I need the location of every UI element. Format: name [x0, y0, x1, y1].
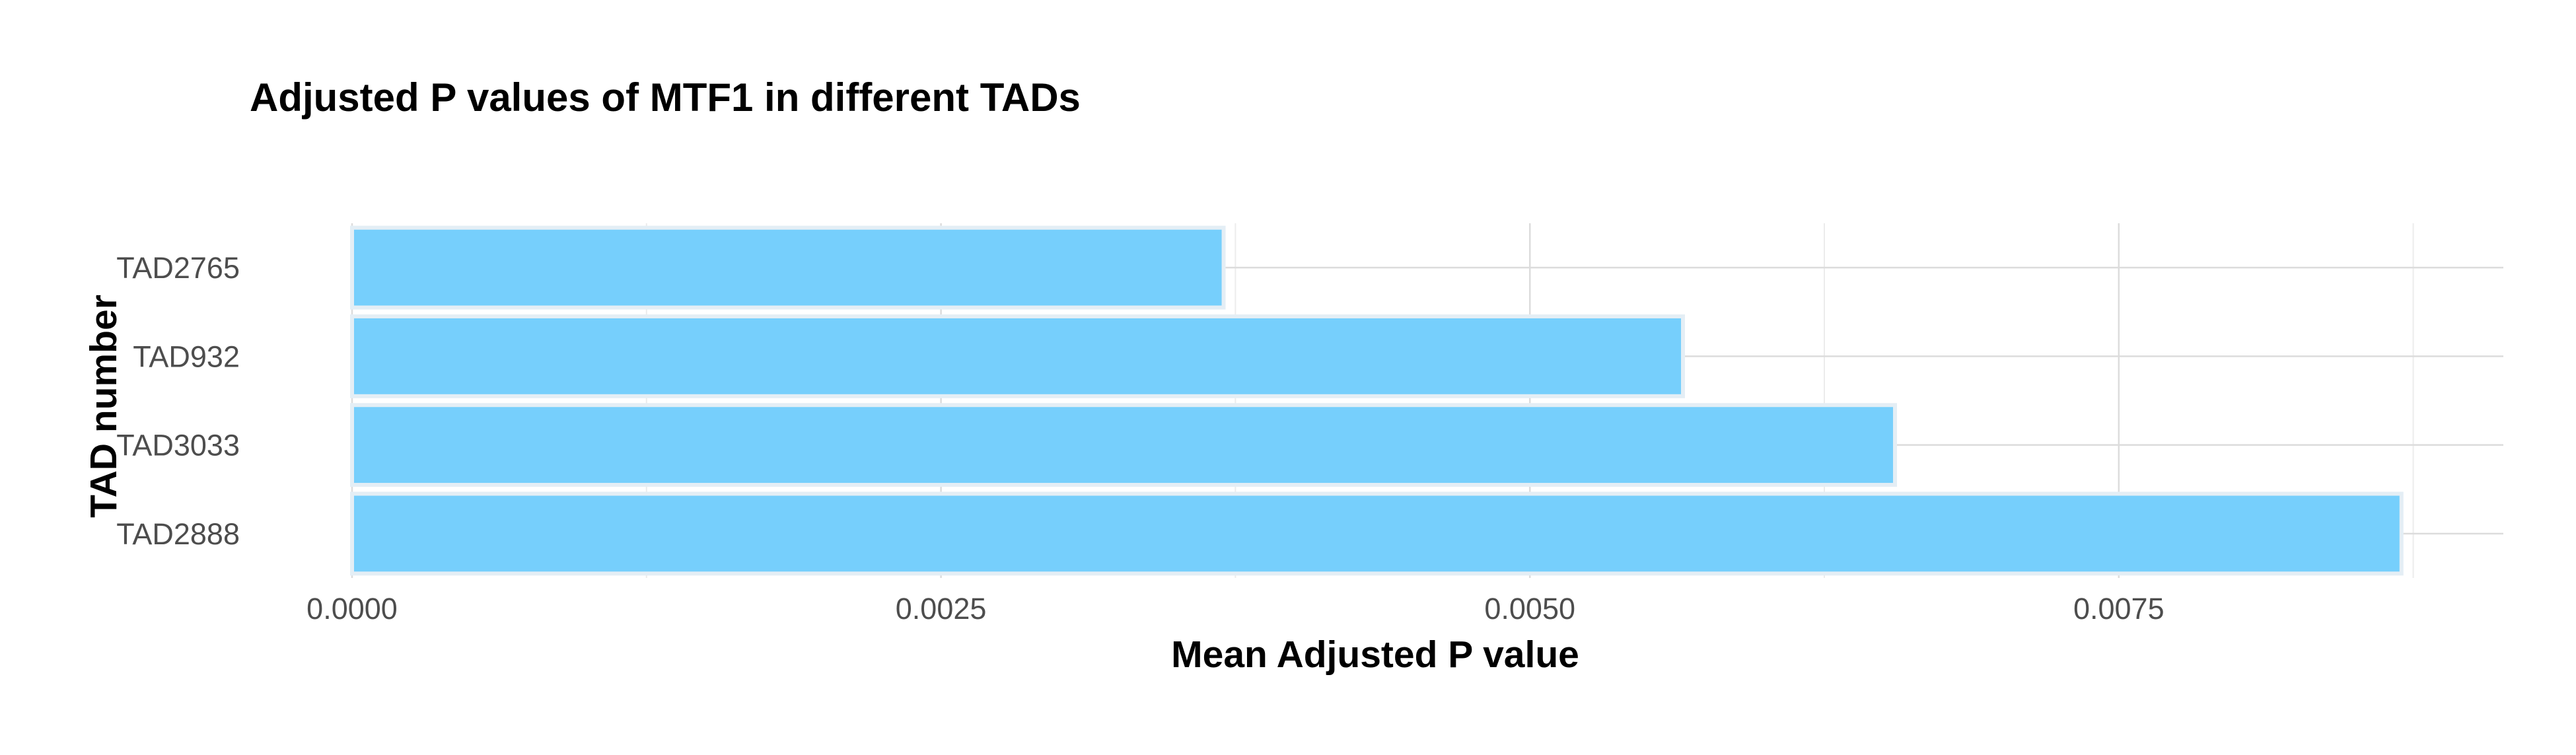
- y-tick-label: TAD2765: [116, 251, 240, 285]
- x-tick-labels: 0.0000 0.0025 0.0050 0.0075: [306, 592, 2164, 626]
- y-tick-label: TAD3033: [116, 429, 240, 462]
- x-tick-label: 0.0025: [896, 592, 987, 626]
- bar-tad3033: [350, 403, 1897, 487]
- bar-layer: [350, 225, 2404, 576]
- x-tick-label: 0.0000: [306, 592, 398, 626]
- x-tick-label: 0.0050: [1484, 592, 1575, 626]
- y-axis-title: TAD number: [83, 295, 125, 518]
- bar-tad2765: [350, 225, 1226, 310]
- x-tick-label: 0.0075: [2073, 592, 2165, 626]
- bar-tad2888: [350, 491, 2404, 576]
- bar-tad932: [350, 314, 1686, 398]
- y-tick-label: TAD2888: [116, 517, 240, 551]
- chart-title: Adjusted P values of MTF1 in different T…: [250, 75, 1081, 120]
- y-tick-label: TAD932: [133, 340, 240, 373]
- x-axis-title: Mean Adjusted P value: [1171, 633, 1579, 676]
- y-tick-labels: TAD2765 TAD932 TAD3033 TAD2888: [116, 251, 240, 551]
